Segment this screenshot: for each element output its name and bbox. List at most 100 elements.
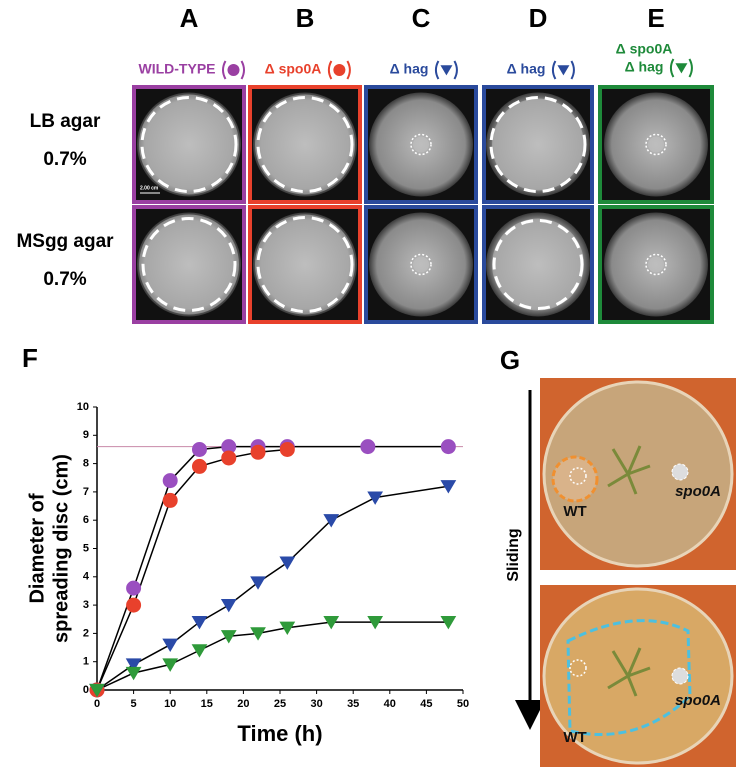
point <box>440 615 457 630</box>
genotype-label: WILD-TYPE <box>139 61 216 77</box>
genotype-label: Δ hag <box>507 61 546 77</box>
point <box>250 444 266 460</box>
point <box>279 556 296 570</box>
panel-letter: A <box>180 3 199 33</box>
y-tick-label: 10 <box>77 401 89 413</box>
x-axis-label: Time (h) <box>237 721 322 746</box>
spread-outline <box>141 217 237 312</box>
bracket <box>669 58 693 78</box>
genotype-symbol <box>333 64 346 76</box>
genotype-symbol <box>557 65 570 76</box>
mutant-label: spo0A <box>675 483 721 500</box>
y-tick-label: 9 <box>83 429 89 441</box>
panel-letter: E <box>647 3 664 33</box>
wt-label: WT <box>563 729 586 746</box>
spread-area <box>492 218 584 311</box>
point <box>191 458 207 474</box>
x-tick-label: 25 <box>274 698 286 710</box>
point <box>125 658 142 672</box>
spread-outline <box>140 96 238 193</box>
point <box>279 441 295 457</box>
spread-outline <box>256 96 354 193</box>
spread-area <box>648 136 664 153</box>
y-tick-label: 6 <box>83 514 89 526</box>
petri-dish <box>542 380 734 568</box>
wt-label: WT <box>563 503 586 520</box>
spread-outline <box>410 133 432 156</box>
row-label: MSgg agar <box>16 231 114 252</box>
point <box>323 514 340 528</box>
spread-area <box>255 94 355 195</box>
y-axis-label-line: Diameter of <box>26 493 48 603</box>
row-label: 0.7% <box>43 149 86 170</box>
spread-outline <box>492 219 584 310</box>
point <box>220 630 237 644</box>
point <box>250 627 266 641</box>
spread-area <box>413 256 429 273</box>
y-tick-label: 4 <box>83 571 90 583</box>
x-tick-label: 35 <box>347 698 359 710</box>
spread-outline <box>489 96 587 193</box>
genotype-label: Δ spo0A <box>265 61 322 77</box>
point <box>250 576 266 590</box>
spread-area <box>255 214 355 315</box>
point <box>220 599 237 613</box>
y-tick-label: 3 <box>83 599 89 611</box>
arrow-label: Sliding <box>505 528 522 581</box>
genotype-symbol <box>675 63 688 74</box>
bracket <box>551 60 575 80</box>
point <box>191 441 207 457</box>
y-tick-label: 0 <box>83 684 89 696</box>
y-tick-label: 8 <box>83 458 89 470</box>
wt-colony <box>551 455 599 503</box>
bracket <box>327 60 351 80</box>
spread-area <box>492 98 584 191</box>
spread-outline <box>645 253 667 276</box>
point <box>125 666 142 681</box>
plant <box>607 647 651 697</box>
y-tick-label: 1 <box>83 656 89 668</box>
series-line <box>96 485 449 691</box>
spread-area <box>648 256 664 273</box>
series-line <box>96 445 449 691</box>
point <box>323 615 340 630</box>
spread-area <box>139 214 239 315</box>
point <box>367 491 384 505</box>
spread-outline <box>256 216 354 313</box>
point <box>126 580 142 596</box>
genotype-label: Δ hag <box>625 59 664 75</box>
inoculum <box>569 659 587 677</box>
y-tick-label: 5 <box>83 542 89 554</box>
spread-outline <box>410 253 432 276</box>
point <box>221 450 237 466</box>
point <box>360 439 376 455</box>
x-tick-label: 50 <box>457 698 469 710</box>
scale-bar: 2.00 cm <box>140 185 159 191</box>
point <box>279 621 296 636</box>
genotype-symbol <box>227 64 240 76</box>
x-tick-label: 30 <box>310 698 322 710</box>
panel-letter: B <box>296 3 315 33</box>
y-axis-label-line: spreading disc (cm) <box>50 454 72 643</box>
x-tick-label: 15 <box>201 698 213 710</box>
genotype-label: Δ spo0A <box>616 41 673 57</box>
point <box>191 644 208 658</box>
panel-letter: G <box>500 345 520 375</box>
inoculum <box>569 467 587 485</box>
point <box>440 480 457 494</box>
y-tick-label: 2 <box>83 627 89 639</box>
point <box>162 638 179 653</box>
spread-outline <box>645 133 667 156</box>
bracket <box>434 60 458 80</box>
x-tick-label: 0 <box>94 698 100 710</box>
mutant-colony <box>671 667 689 685</box>
genotype-label: Δ hag <box>390 61 429 77</box>
x-tick-label: 20 <box>237 698 249 710</box>
y-axis-label: Diameter of spreading disc (cm) <box>26 454 72 643</box>
point <box>191 615 208 630</box>
point <box>126 597 142 613</box>
x-tick-label: 5 <box>131 698 137 710</box>
x-tick-label: 10 <box>164 698 176 710</box>
